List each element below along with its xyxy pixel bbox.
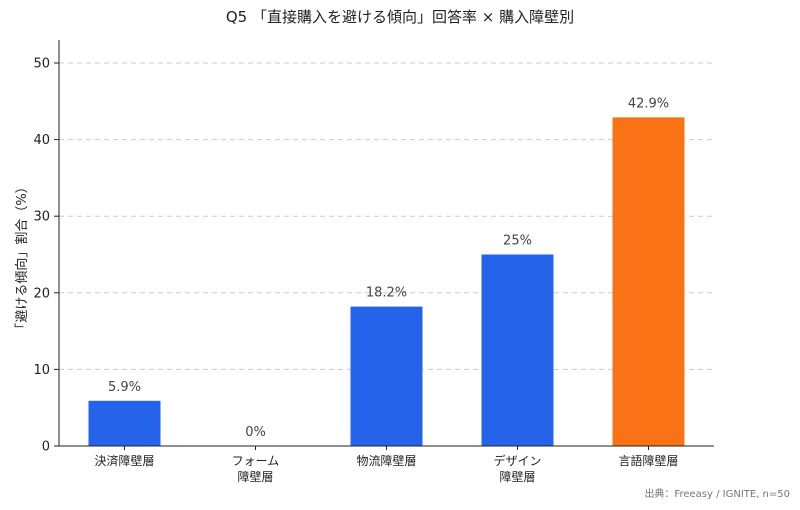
x-category-label: 決済障壁層 xyxy=(94,453,154,468)
y-tick-label: 20 xyxy=(33,286,50,301)
y-axis-label: 「避ける傾向」割合（%） xyxy=(14,180,30,335)
bar-value-label: 42.9% xyxy=(628,96,669,111)
x-category-label: 言語障壁層 xyxy=(618,453,678,468)
bar-value-label: 0% xyxy=(245,425,266,440)
bar xyxy=(88,400,161,446)
value-labels: 5.9% 0% 18.2% 25% 42.9% xyxy=(108,96,669,440)
x-category-label: フォーム xyxy=(232,454,280,468)
y-tick-label: 10 xyxy=(33,363,50,378)
bar-value-label: 18.2% xyxy=(366,286,407,301)
bar xyxy=(350,306,423,446)
bar xyxy=(612,117,685,446)
chart-title: Q5 「直接購入を避ける傾向」回答率 × 購入障壁別 xyxy=(226,8,574,26)
x-category-label: デザイン xyxy=(493,453,541,468)
bars xyxy=(88,117,685,446)
x-category-label: 障壁層 xyxy=(499,469,535,484)
bar xyxy=(481,254,554,446)
bar-value-label: 25% xyxy=(503,233,532,248)
bar-value-label: 5.9% xyxy=(108,380,141,395)
y-tick-label: 50 xyxy=(33,56,50,71)
y-tick-label: 40 xyxy=(33,133,50,148)
y-tick-label: 30 xyxy=(33,210,50,225)
x-category-label: 物流障壁層 xyxy=(356,453,416,468)
source-note: 出典：Freeasy / IGNITE, n=50 xyxy=(644,487,790,500)
y-ticks: 0 10 20 30 40 50 xyxy=(33,56,59,455)
y-tick-label: 0 xyxy=(42,440,50,455)
x-category-label: 障壁層 xyxy=(237,469,273,484)
